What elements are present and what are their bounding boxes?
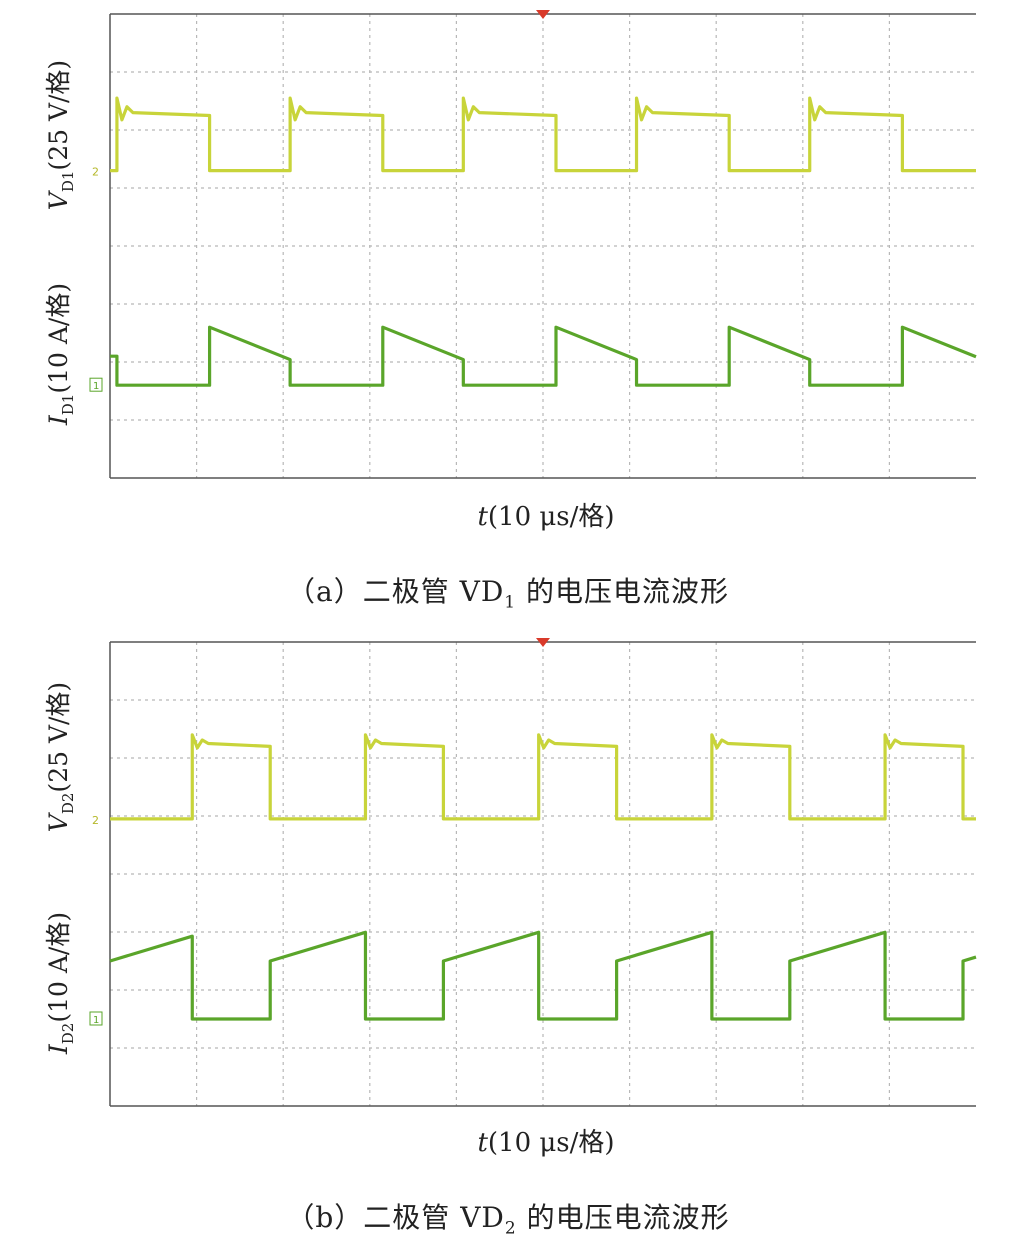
channel-marker-box (89, 1011, 103, 1026)
x-label-a: t(10 μs/格) (477, 502, 615, 532)
channel-marker-upper: 2 (92, 814, 99, 827)
x-label-b: t(10 μs/格) (477, 1128, 615, 1158)
y-label-current-b: ID2(10 A/格) (44, 911, 77, 1055)
channel-marker-lower: 1 (93, 1015, 99, 1026)
trigger-marker-icon (536, 10, 550, 19)
oscilloscope-plot-b: 21 (89, 638, 977, 1107)
y-label-voltage-a: VD1(25 V/格) (44, 59, 77, 211)
channel-marker-lower: 1 (93, 381, 99, 392)
channel-marker-upper: 2 (92, 166, 99, 179)
current-trace-ID2 (109, 930, 977, 1021)
trigger-marker-icon (536, 638, 550, 647)
caption-b: （b）二极管 VD2 的电压电流波形 (286, 1201, 730, 1239)
caption-a: （a）二极管 VD1 的电压电流波形 (287, 575, 729, 613)
oscilloscope-plot-a: 21 (89, 10, 977, 479)
voltage-trace-VD2 (110, 733, 976, 821)
y-label-voltage-b: VD2(25 V/格) (44, 681, 77, 833)
y-label-current-a: ID1(10 A/格) (44, 282, 77, 426)
voltage-trace-VD1 (110, 96, 976, 173)
channel-marker-box (89, 377, 103, 392)
current-trace-ID1 (110, 325, 977, 387)
